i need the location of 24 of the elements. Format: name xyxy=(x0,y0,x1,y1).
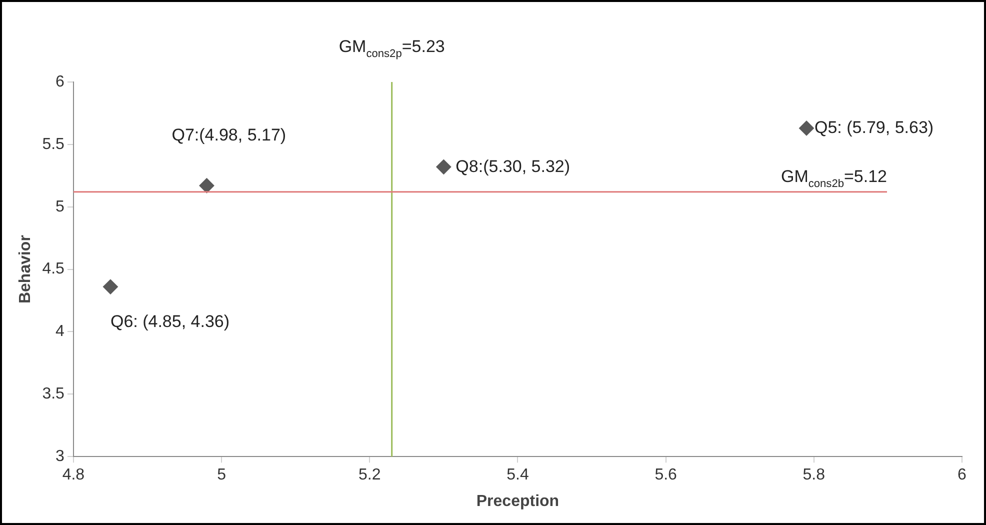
x-tick-label: 5.4 xyxy=(506,466,529,484)
annotation: Q5: (5.79, 5.63) xyxy=(814,118,934,138)
x-tick-label: 5.6 xyxy=(654,466,678,484)
y-tick-label: 3.5 xyxy=(42,386,65,403)
point xyxy=(799,120,814,136)
y-axis-title: Behavior xyxy=(17,235,34,304)
x-axis-title: Preception xyxy=(476,492,560,510)
annotation: Q6: (4.85, 4.36) xyxy=(110,312,230,331)
y-tick-label: 4 xyxy=(56,323,65,340)
x-tick-label: 4.8 xyxy=(62,466,85,484)
point xyxy=(436,159,452,174)
y-tick-label: 5 xyxy=(56,198,65,216)
annotation: Q7:(4.98, 5.17) xyxy=(172,126,286,145)
point xyxy=(102,279,118,294)
y-tick-label: 4.5 xyxy=(42,260,65,278)
annotation: Q8:(5.30, 5.32) xyxy=(456,156,570,176)
y-tick-label: 6 xyxy=(56,73,65,90)
y-tick-label: 3 xyxy=(56,448,65,466)
y-tick-label: 5.5 xyxy=(42,136,65,153)
x-tick-label: 6 xyxy=(958,466,967,484)
x-tick-label: 5.8 xyxy=(802,466,826,484)
x-tick-label: 5.2 xyxy=(358,466,381,484)
point xyxy=(199,178,214,194)
x-tick-label: 5 xyxy=(217,466,226,484)
